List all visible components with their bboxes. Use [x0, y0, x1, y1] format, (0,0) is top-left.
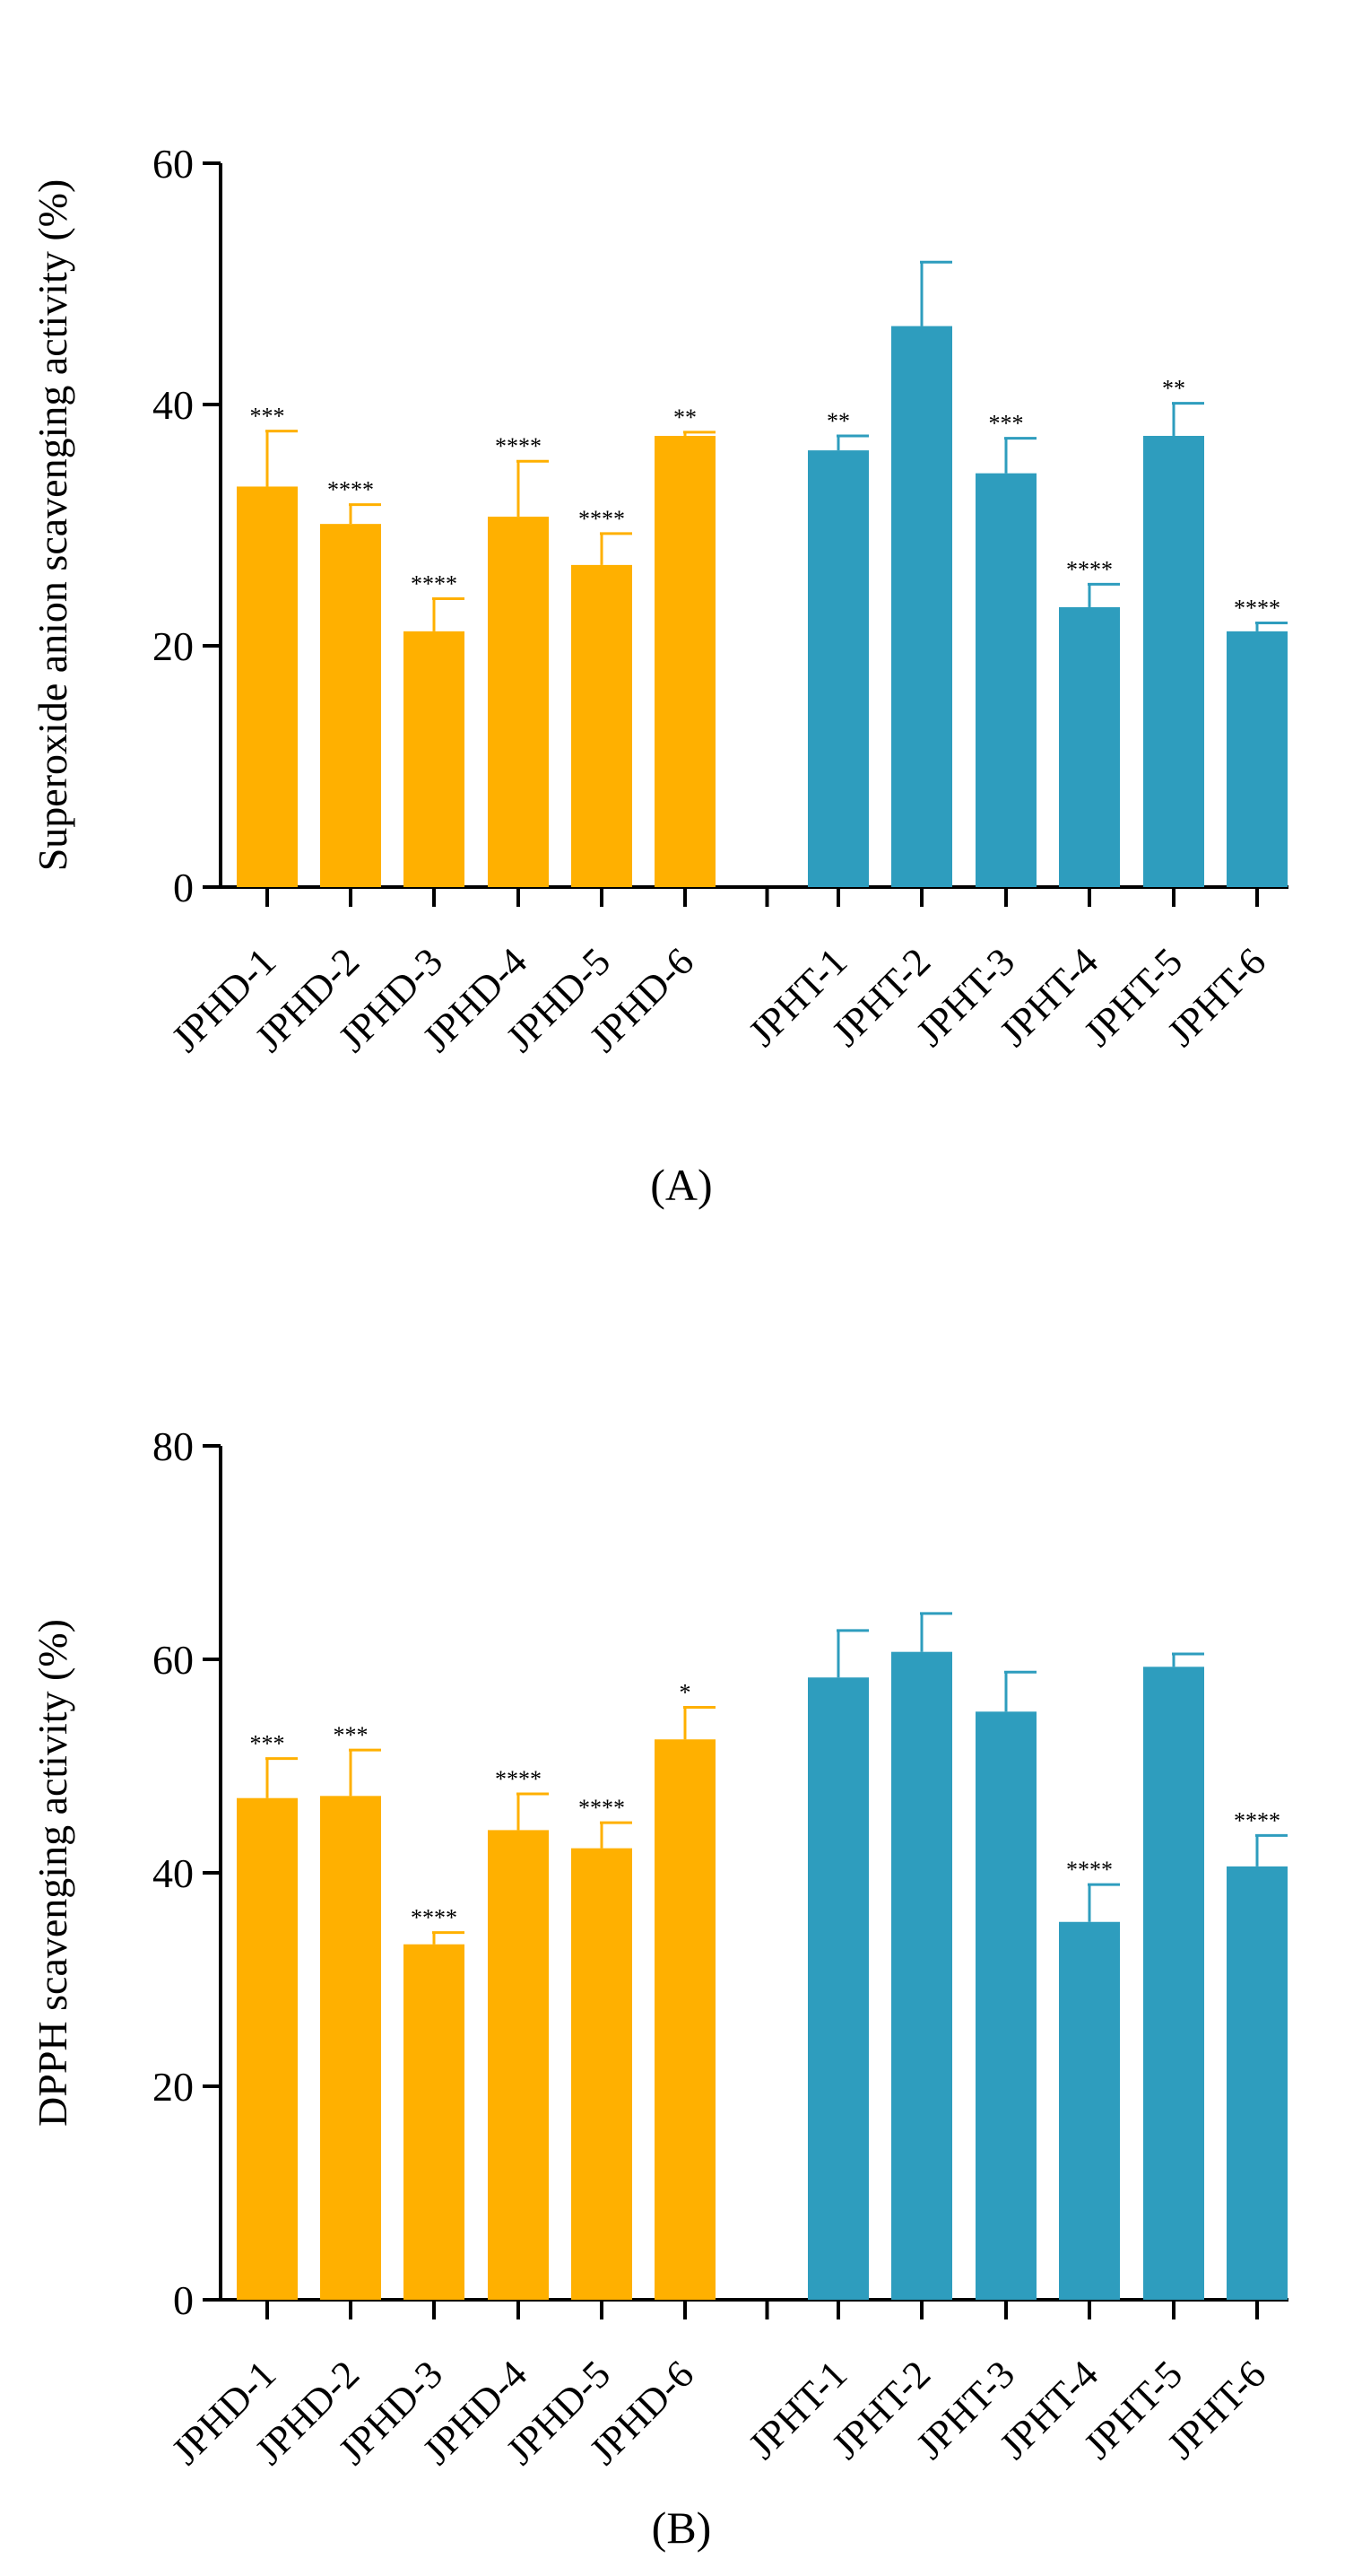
- significance-label: ****: [411, 571, 457, 597]
- bar: [488, 1830, 549, 2300]
- panel-label: (A): [650, 1160, 712, 1210]
- significance-label: ***: [989, 411, 1024, 437]
- significance-label: ****: [495, 433, 542, 459]
- y-tick-label: 60: [152, 1637, 194, 1683]
- bar: [1143, 435, 1204, 887]
- bar: [488, 517, 549, 887]
- bar: [320, 524, 381, 887]
- bar: [891, 326, 952, 887]
- bar: [403, 1944, 464, 2300]
- bar: [891, 1651, 952, 2300]
- bar: [976, 473, 1037, 887]
- bar: [403, 631, 464, 887]
- bar: [808, 1677, 869, 2300]
- y-tick-label: 0: [173, 2277, 194, 2323]
- bar: [1059, 606, 1120, 887]
- y-tick-label: 20: [152, 623, 194, 669]
- significance-label: ****: [495, 1766, 542, 1792]
- significance-label: ***: [250, 1731, 285, 1757]
- bar: [571, 1848, 632, 2300]
- bar: [1059, 1921, 1120, 2300]
- significance-label: **: [1162, 376, 1185, 402]
- y-axis-title: Superoxide anion scavenging activity (%): [30, 179, 75, 872]
- y-tick-label: 40: [152, 1850, 194, 1896]
- y-tick-label: 60: [152, 141, 194, 187]
- significance-label: ****: [411, 1905, 457, 1931]
- bar: [1227, 631, 1288, 887]
- significance-label: ****: [1234, 1807, 1280, 1833]
- panel-label: (B): [652, 2502, 712, 2553]
- significance-label: **: [673, 405, 697, 431]
- significance-label: *: [680, 1680, 691, 1706]
- significance-label: ****: [327, 477, 374, 503]
- bar: [976, 1711, 1037, 2300]
- bar: [320, 1796, 381, 2300]
- bar: [571, 564, 632, 887]
- bar: [655, 1739, 716, 2300]
- bar: [237, 1797, 298, 2300]
- bar: [1227, 1866, 1288, 2300]
- y-tick-label: 40: [152, 382, 194, 428]
- significance-label: **: [827, 408, 850, 434]
- bar: [655, 435, 716, 887]
- y-tick-label: 80: [152, 1423, 194, 1469]
- chart-panel-a: 0 20 40 60 Superoxide anion scavenging activ…: [30, 141, 1288, 1210]
- significance-label: ****: [1234, 595, 1280, 621]
- significance-label: ****: [1066, 556, 1113, 582]
- bar: [1143, 1667, 1204, 2300]
- bar: [808, 450, 869, 887]
- y-tick-label: 0: [173, 865, 194, 910]
- y-tick-label: 20: [152, 2064, 194, 2110]
- y-axis-title: DPPH scavenging activity (%): [30, 1619, 75, 2127]
- significance-label: ***: [334, 1722, 369, 1748]
- significance-label: ****: [578, 506, 625, 532]
- significance-label: ****: [1066, 1857, 1113, 1883]
- significance-label: ****: [578, 1795, 625, 1821]
- bar: [237, 486, 298, 887]
- significance-label: ***: [250, 404, 285, 430]
